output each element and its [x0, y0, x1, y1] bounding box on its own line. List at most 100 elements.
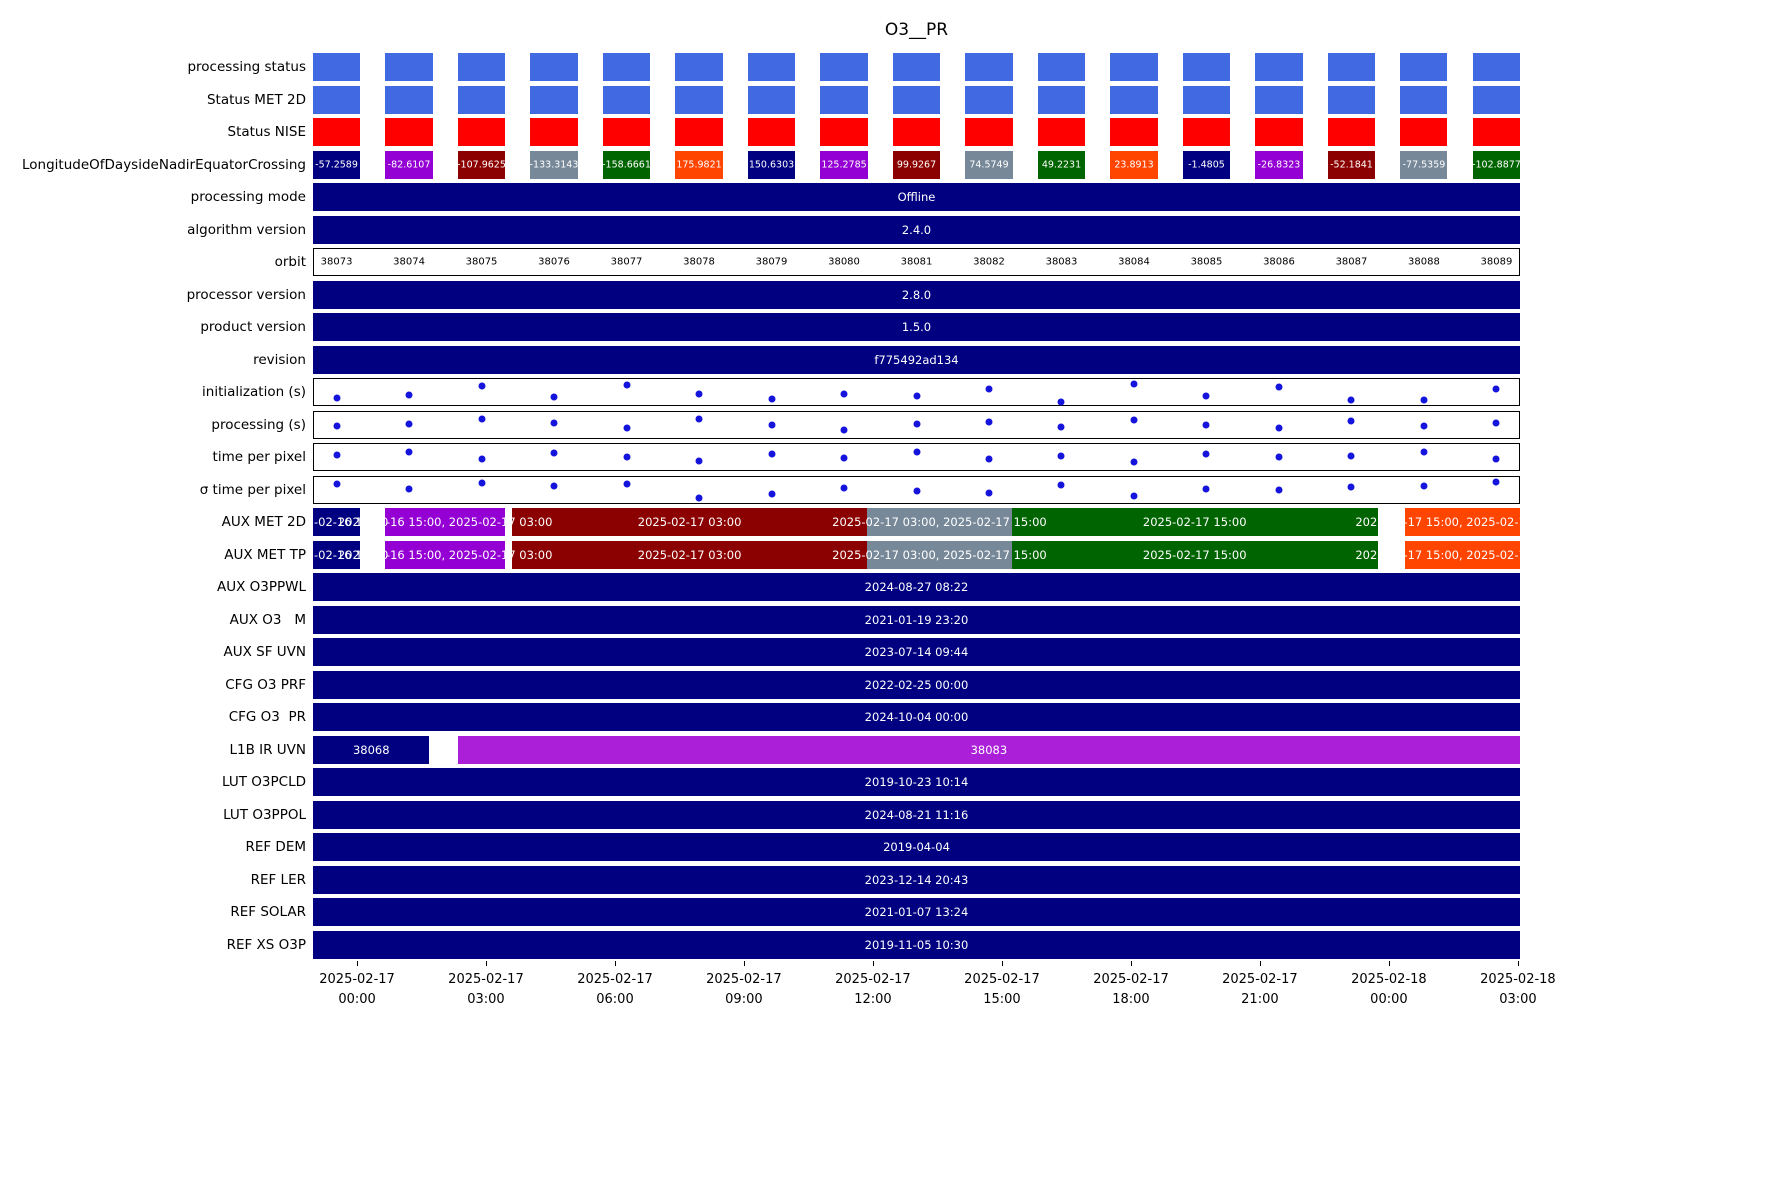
row-track-ref-ler: 2023-12-14 20:43 — [313, 865, 1520, 894]
status-bar — [1327, 85, 1375, 114]
x-tick-label: 2025-02-17 09:00 — [706, 972, 782, 1008]
row-track-orbit: 38073 38074 38075 38076 38077 38078 38079 38080… — [313, 248, 1520, 277]
row-track-status-met-2d — [313, 85, 1520, 114]
row-label-ref-solar: REF SOLAR — [230, 904, 306, 921]
row-track-processing-mode: Offline — [313, 183, 1520, 212]
status-bar — [820, 53, 868, 82]
row-algorithm-version: algorithm version 2.4.0 — [0, 214, 1520, 247]
row-label-status-met-2d: Status MET 2D — [206, 91, 306, 108]
value-bar — [313, 280, 1520, 309]
row-label-aux-o3-m: AUX O3 M — [229, 611, 306, 628]
status-bar — [385, 53, 433, 82]
scatter-dot — [405, 448, 413, 456]
x-tick-mark — [357, 961, 359, 966]
value-bar — [313, 768, 1520, 797]
row-processing-mode: processing mode Offline — [0, 181, 1520, 214]
value-bar — [313, 573, 1520, 602]
status-bar — [965, 118, 1013, 147]
longitude-bar — [1400, 150, 1448, 179]
value-bar — [313, 930, 1520, 959]
scatter-track-bar — [313, 378, 1520, 407]
scatter-dot — [1492, 478, 1500, 486]
value-text: 2021-01-07 13:24 — [864, 905, 969, 920]
scatter-dot — [1347, 483, 1355, 491]
x-tick-mark — [743, 961, 745, 966]
scatter-dot — [1420, 396, 1428, 404]
orbit-track-bar — [313, 248, 1520, 277]
x-tick-label: 2025-02-17 18:00 — [1093, 972, 1169, 1008]
file-segment-label: 38068 — [352, 742, 390, 757]
value-text: 2019-11-05 10:30 — [864, 937, 969, 952]
status-bar — [457, 85, 506, 114]
row-label-aux-met-tp: AUX MET TP — [224, 546, 306, 563]
row-track-aux-sf-uvn: 2023-07-14 09:44 — [313, 638, 1520, 667]
row-track-lut-o3ppol: 2024-08-21 11:16 — [313, 800, 1520, 829]
orbit-number: 38073 — [320, 256, 353, 268]
file-segment-label: 2025-02-17 15:00, 2025-02-18 03:00 — [1355, 547, 1520, 562]
orbit-number: 38078 — [683, 256, 715, 268]
orbit-number: 38083 — [1045, 256, 1078, 268]
status-bar — [385, 85, 433, 114]
scatter-dot — [913, 448, 920, 456]
scatter-dot — [768, 490, 775, 498]
longitude-bar — [820, 150, 868, 179]
scatter-dot — [840, 454, 848, 462]
row-ref-xs-o3p: REF XS O3P 2019-11-05 10:30 — [0, 929, 1520, 962]
row-label-initialization-s: initialization (s) — [202, 384, 306, 401]
longitude-bar — [530, 150, 578, 179]
longitude-value: 99.9267 — [896, 159, 937, 171]
orbit-number: 38077 — [610, 256, 643, 268]
scatter-dot — [1492, 455, 1500, 463]
row-ref-solar: REF SOLAR 2021-01-07 13:24 — [0, 896, 1520, 929]
scatter-dot — [1275, 383, 1283, 391]
scatter-dot — [985, 489, 993, 497]
longitude-value: -77.5359 — [1402, 159, 1446, 171]
scatter-dot — [623, 424, 631, 432]
x-tick-label: 2025-02-17 12:00 — [835, 972, 911, 1008]
row-processing-s: processing (s) — [0, 409, 1520, 442]
x-tick-mark — [1259, 961, 1261, 966]
scatter-dot — [1492, 419, 1500, 427]
status-bar — [1255, 118, 1303, 147]
file-segment — [512, 540, 867, 569]
row-product-version: product version 1.5.0 — [0, 311, 1520, 344]
status-bar — [820, 118, 868, 147]
x-tick-mark — [614, 961, 616, 966]
chart-title: O3__PR — [884, 20, 949, 40]
longitude-value: -158.6661 — [602, 159, 651, 171]
orbit-number: 38088 — [1408, 256, 1440, 268]
longitude-bar — [457, 150, 506, 179]
row-label-aux-met-2d: AUX MET 2D — [221, 514, 306, 531]
orbit-number: 38074 — [393, 256, 425, 268]
row-track-processing-s — [313, 410, 1520, 439]
scatter-dot — [1130, 380, 1138, 388]
value-text: f775492ad134 — [874, 352, 959, 367]
longitude-value: 49.2231 — [1041, 159, 1082, 171]
status-bar — [313, 85, 361, 114]
row-orbit: orbit 38073 38074 38075 38076 38077 38078 38079… — [0, 246, 1520, 279]
row-track-processing-status — [313, 53, 1520, 82]
scatter-dot — [1202, 450, 1210, 458]
scatter-dot — [1275, 453, 1283, 461]
x-tick-mark — [872, 961, 874, 966]
orbit-number: 38085 — [1190, 256, 1223, 268]
scatter-dot — [405, 420, 413, 428]
scatter-dot — [1202, 392, 1210, 400]
x-tick-mark — [1130, 961, 1132, 966]
scatter-dot — [695, 390, 703, 398]
plot-rows: processing status Status MET 2D Status NIS… — [0, 51, 1520, 961]
row-label-cfg-o3-prf: CFG O3 PRF — [225, 676, 306, 693]
scatter-dot — [405, 391, 413, 399]
file-segment — [867, 540, 1012, 569]
file-segment-label: 38083 — [970, 742, 1008, 757]
status-bar — [747, 118, 796, 147]
longitude-value: 125.2785 — [821, 159, 867, 171]
file-segment — [313, 735, 430, 764]
value-text: 2021-01-19 23:20 — [864, 612, 969, 627]
status-bar — [1182, 85, 1230, 114]
status-bar — [892, 53, 941, 82]
status-bar — [457, 53, 506, 82]
orbit-number: 38080 — [828, 256, 860, 268]
